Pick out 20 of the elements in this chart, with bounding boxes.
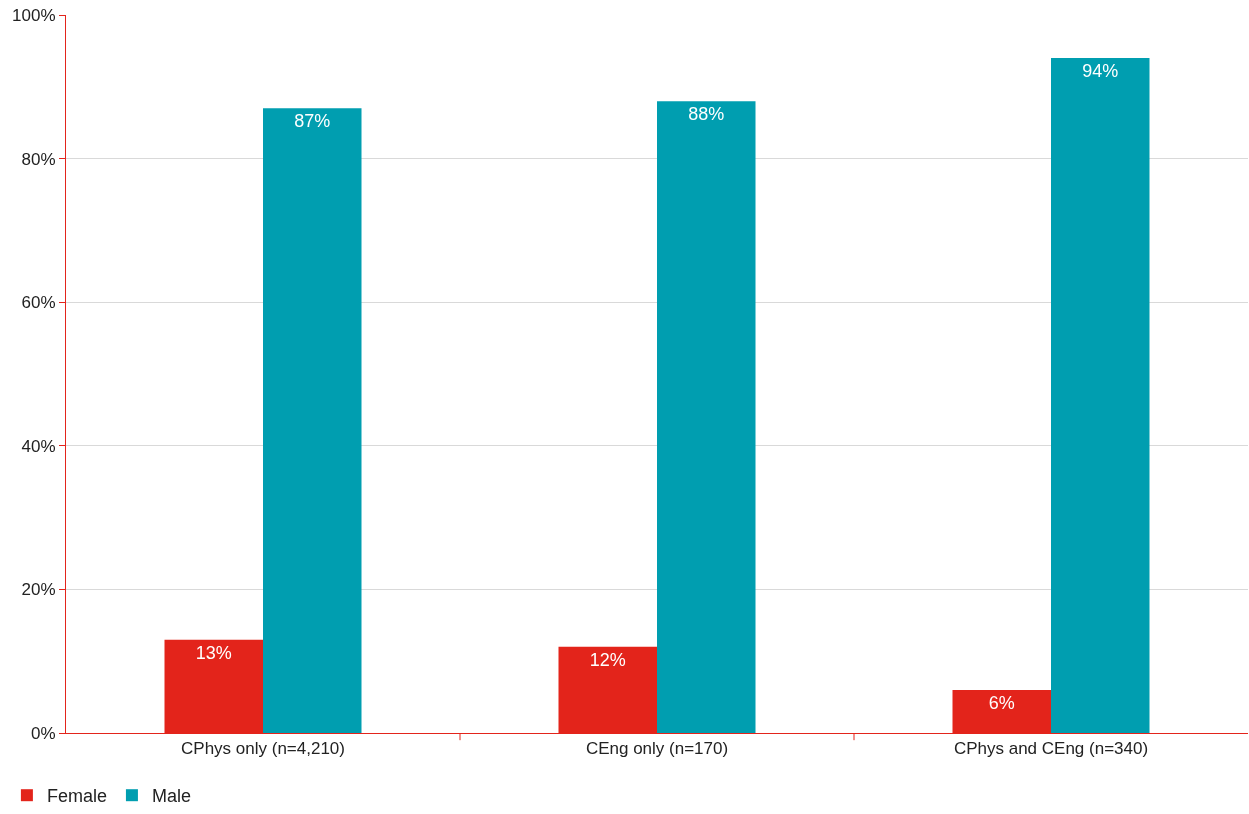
data-label: 94% (1082, 61, 1119, 82)
data-label: 12% (589, 649, 626, 670)
data-label: 13% (195, 642, 232, 663)
bar (1051, 58, 1150, 733)
legend-label: Male (151, 786, 191, 807)
y-tick-label: 80% (21, 149, 56, 169)
y-tick-label: 60% (21, 293, 56, 313)
x-tick-label: CPhys only (n=4,210) (181, 739, 345, 759)
legend-label: Female (46, 786, 107, 807)
y-tick-label: 0% (31, 723, 56, 743)
data-label: 87% (294, 111, 331, 132)
y-tick-label: 20% (21, 580, 56, 600)
y-tick-label: 40% (21, 436, 56, 456)
y-tick-label: 100% (12, 5, 56, 25)
bar (657, 101, 756, 733)
data-label: 6% (988, 692, 1015, 713)
x-tick-label: CEng only (n=170) (585, 739, 729, 759)
x-tick-label: CPhys and CEng (n=340) (953, 739, 1149, 759)
data-label: 88% (688, 104, 725, 125)
bar (263, 108, 362, 733)
